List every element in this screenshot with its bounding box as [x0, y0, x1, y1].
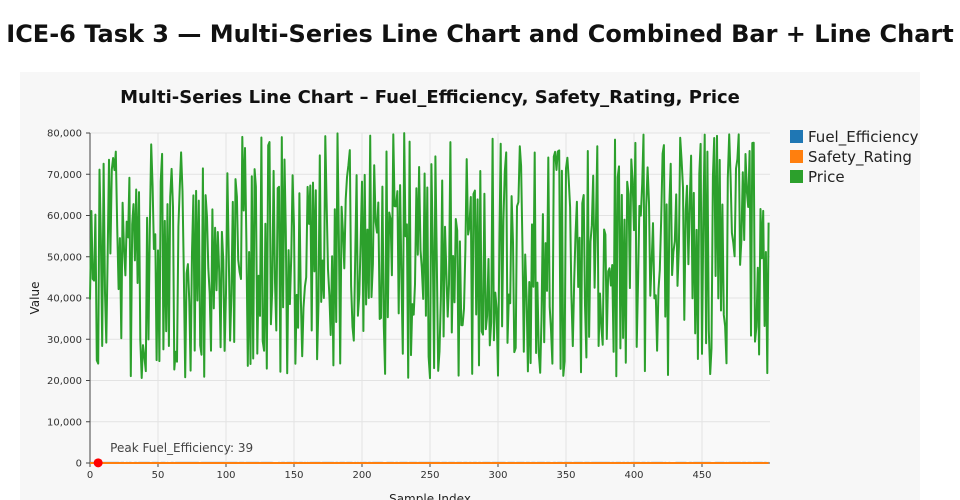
peak-annotation: Peak Fuel_Efficiency: 39 [110, 441, 253, 455]
y-tick-label: 80,000 [47, 129, 82, 140]
x-tick-label: 350 [556, 470, 575, 481]
chart-panel: Multi-Series Line Chart – Fuel_Efficienc… [20, 72, 920, 500]
x-tick-label: 0 [87, 470, 93, 481]
y-tick-label: 10,000 [47, 417, 82, 428]
x-tick-label: 250 [420, 470, 439, 481]
chart-title: Multi-Series Line Chart – Fuel_Efficienc… [120, 87, 740, 108]
y-tick-label: 30,000 [47, 335, 82, 346]
y-tick-label: 0 [76, 459, 82, 470]
legend-item-fuel-efficiency[interactable]: Fuel_Efficiency [790, 128, 919, 147]
legend-swatch [790, 150, 803, 163]
legend-label: Price [808, 168, 845, 186]
x-tick-label: 450 [692, 470, 711, 481]
page-title: ICE-6 Task 3 — Multi-Series Line Chart a… [6, 20, 954, 48]
legend-label: Fuel_Efficiency [808, 128, 919, 147]
x-tick-label: 100 [216, 470, 235, 481]
legend-label: Safety_Rating [808, 148, 912, 167]
y-tick-label: 20,000 [47, 376, 82, 387]
x-tick-label: 300 [488, 470, 507, 481]
x-tick-label: 200 [352, 470, 371, 481]
legend-item-safety-rating[interactable]: Safety_Rating [790, 148, 912, 167]
y-tick-label: 50,000 [47, 252, 82, 263]
legend-swatch [790, 170, 803, 183]
legend-swatch [790, 130, 803, 143]
multi-series-line-chart[interactable]: Multi-Series Line Chart – Fuel_Efficienc… [20, 72, 920, 500]
series-lines [89, 132, 770, 464]
y-tick-label: 60,000 [47, 211, 82, 222]
x-axis-label: Sample Index [389, 492, 471, 500]
x-tick-label: 50 [152, 470, 165, 481]
y-axis-label: Value [28, 282, 42, 315]
y-tick-label: 70,000 [47, 170, 82, 181]
y-tick-label: 40,000 [47, 294, 82, 305]
annotations: Peak Fuel_Efficiency: 39 [93, 441, 253, 468]
x-tick-label: 150 [284, 470, 303, 481]
series-line-price [89, 132, 770, 380]
axes: 0 10,000 20,000 30,000 40,000 50,000 60,000 70,… [28, 129, 770, 500]
legend-item-price[interactable]: Price [790, 168, 845, 186]
x-tick-label: 400 [624, 470, 643, 481]
peak-marker [93, 458, 103, 468]
